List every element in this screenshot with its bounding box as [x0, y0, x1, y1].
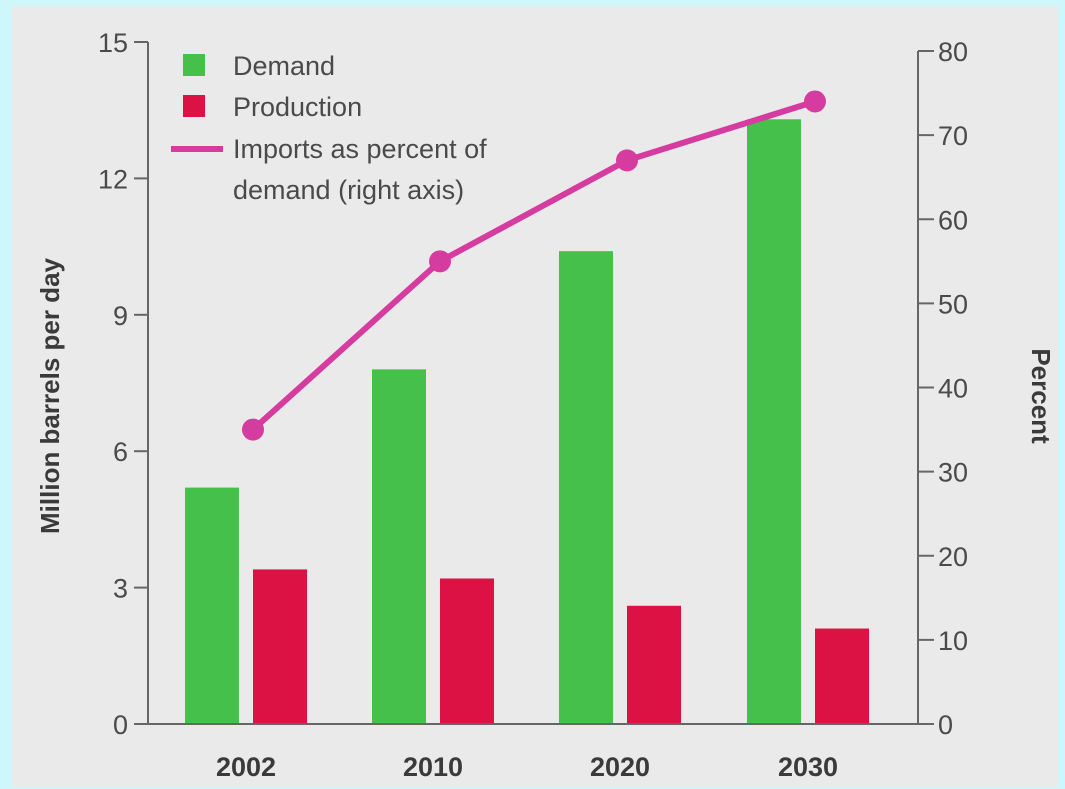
imports-point-2030 — [804, 90, 826, 113]
y-tick-label: 12 — [98, 164, 128, 194]
y2-tick-label: 80 — [938, 37, 968, 67]
legend: Demand Production Imports as percent of … — [171, 51, 487, 205]
right-ticks-group: 0 10 20 30 40 50 60 70 80 — [918, 37, 968, 740]
legend-label-production: Production — [233, 92, 362, 122]
y2-axis-title: Percent — [1026, 348, 1056, 444]
chart-panel: 0 3 6 9 12 15 0 10 20 30 40 50 60 70 80 2002 2010 2020 2… — [12, 6, 1058, 787]
imports-line — [250, 98, 816, 432]
y2-tick-label: 30 — [938, 458, 968, 488]
legend-label-imports-line2: demand (right axis) — [233, 175, 464, 205]
imports-point-2020 — [616, 149, 638, 172]
left-ticks-group: 0 3 6 9 12 15 — [98, 28, 148, 740]
bar-demand-2010 — [372, 369, 426, 724]
y2-tick-label: 50 — [938, 289, 968, 319]
legend-swatch-production — [183, 95, 205, 117]
bar-demand-2002 — [185, 487, 239, 724]
x-tick-label: 2010 — [403, 752, 463, 782]
imports-point-2002 — [242, 418, 264, 441]
y2-tick-label: 60 — [938, 205, 968, 235]
line-series-group — [242, 90, 826, 441]
y-tick-label: 9 — [113, 301, 128, 331]
bar-production-2010 — [440, 578, 494, 724]
y-tick-label: 6 — [113, 437, 128, 467]
bar-demand-2020 — [559, 251, 613, 724]
imports-point-2010 — [429, 250, 451, 273]
y-tick-label: 15 — [98, 28, 128, 58]
y2-tick-label: 40 — [938, 374, 968, 404]
bars-group — [185, 119, 869, 724]
y-axis-title: Million barrels per day — [35, 257, 65, 534]
bar-demand-2030 — [747, 119, 801, 724]
bar-production-2002 — [253, 569, 307, 724]
x-tick-label: 2030 — [778, 752, 838, 782]
x-tick-label: 2002 — [216, 752, 276, 782]
y2-tick-label: 20 — [938, 542, 968, 572]
bar-production-2030 — [815, 628, 869, 724]
y-tick-label: 3 — [113, 574, 128, 604]
legend-swatch-demand — [183, 54, 205, 76]
y2-tick-label: 0 — [938, 710, 953, 740]
x-ticks-group: 2002 2010 2020 2030 — [216, 752, 838, 782]
y-tick-label: 0 — [113, 710, 128, 740]
x-tick-label: 2020 — [590, 752, 650, 782]
y2-tick-label: 70 — [938, 121, 968, 151]
bar-production-2020 — [627, 605, 681, 724]
legend-label-imports-line1: Imports as percent of — [233, 134, 487, 164]
legend-label-demand: Demand — [233, 51, 335, 81]
y2-tick-label: 10 — [938, 626, 968, 656]
